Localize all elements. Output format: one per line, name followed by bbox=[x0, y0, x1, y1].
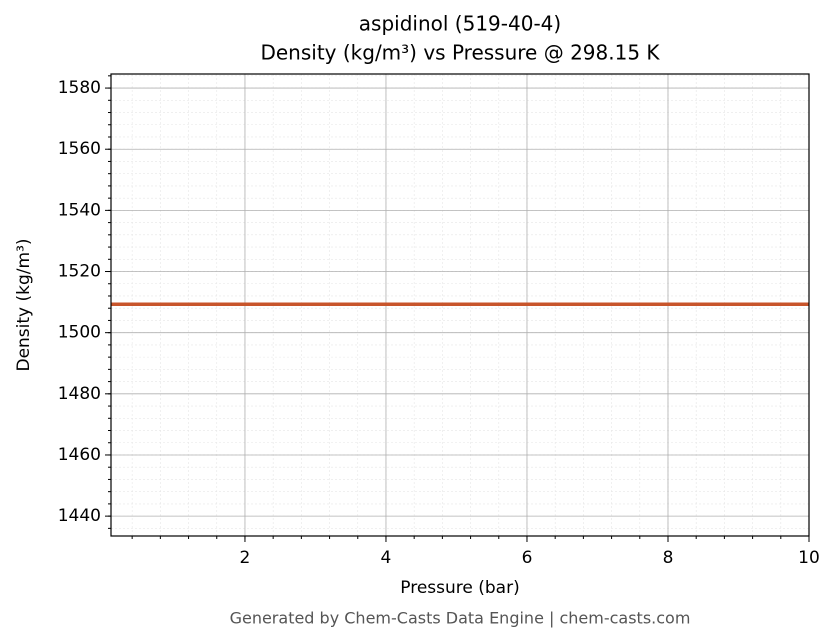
y-tick-label: 1540 bbox=[58, 200, 101, 220]
y-axis-label: Density (kg/m³) bbox=[14, 238, 34, 371]
y-tick-label: 1520 bbox=[58, 262, 101, 282]
y-tick-label: 1480 bbox=[58, 384, 101, 404]
chart-subtitle: Density (kg/m³) vs Pressure @ 298.15 K bbox=[260, 41, 660, 65]
x-tick-label: 10 bbox=[798, 548, 820, 568]
footer: Generated by Chem-Casts Data Engine | ch… bbox=[230, 609, 691, 628]
chart-title: aspidinol (519-40-4) bbox=[359, 12, 561, 36]
x-tick-label: 8 bbox=[663, 548, 674, 568]
x-tick-label: 4 bbox=[381, 548, 392, 568]
x-tick-label: 2 bbox=[240, 548, 251, 568]
y-tick-label: 1580 bbox=[58, 78, 101, 98]
y-tick-label: 1560 bbox=[58, 139, 101, 159]
plot-frame bbox=[110, 73, 810, 537]
y-tick-label: 1500 bbox=[58, 323, 101, 343]
y-tick-label: 1460 bbox=[58, 445, 101, 465]
x-tick-label: 6 bbox=[522, 548, 533, 568]
y-tick-label: 1440 bbox=[58, 506, 101, 526]
x-axis-label: Pressure (bar) bbox=[400, 578, 519, 598]
